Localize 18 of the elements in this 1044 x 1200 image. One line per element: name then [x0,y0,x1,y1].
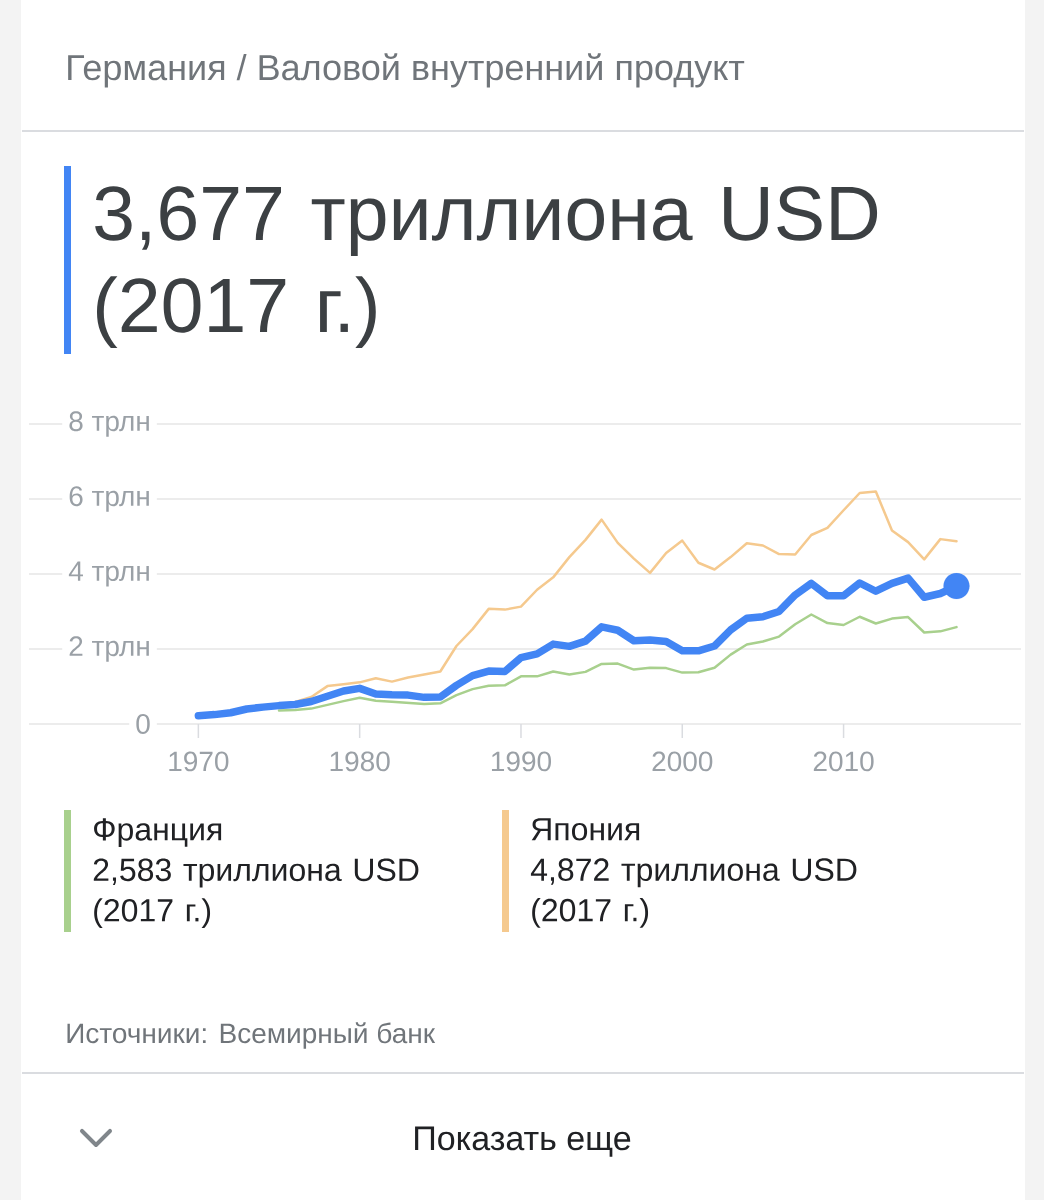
chart-title: Германия / Валовой внутренний продукт [68,53,745,88]
y-tick-label: 4 трлн [68,561,149,587]
text: Показать еще [415,1126,631,1157]
legend-label: Япония [531,818,640,841]
x-tick-label: 1970 [169,751,229,772]
chart-subtitle: 3,677 триллиона USD (2017 г.) [95,186,878,348]
y-tick-label: 6 трлн [69,486,149,512]
y-tick-label: 0 [136,714,150,734]
y-tick-label: 8 трлн [69,411,149,437]
x-tick-label: 2010 [813,751,874,772]
y-tick-label: 2 трлн [69,636,149,662]
text: Источники: Всемирный банк [67,1022,436,1049]
x-tick-label: 1990 [491,751,552,772]
x-tick-label: 1980 [330,751,390,772]
text: 2,583 триллиона USD (2017 г.) [93,858,419,928]
text: 4,872 триллиона USD (2017 г.) [530,858,857,928]
x-tick-label: 2000 [652,751,713,772]
legend-label: Франция [94,818,222,848]
